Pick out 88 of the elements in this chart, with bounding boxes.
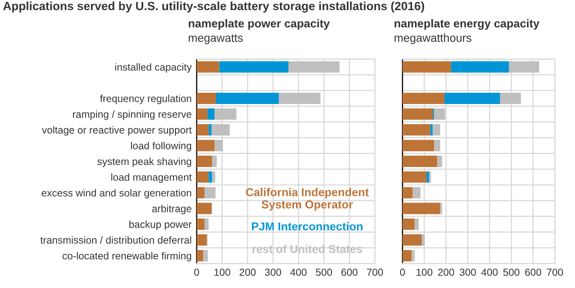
y-tick-label: load management — [111, 173, 192, 183]
x-tick-label: 400 — [481, 268, 498, 276]
bar — [402, 218, 415, 230]
bar — [196, 124, 209, 136]
x-tick-label: 300 — [460, 268, 476, 276]
bar — [196, 250, 204, 262]
bar — [500, 92, 521, 104]
chart-title: nameplate power capacity — [188, 19, 330, 30]
bar — [414, 218, 419, 230]
bar — [204, 218, 209, 230]
chart-subtitle: megawatthours — [394, 34, 472, 44]
bar — [444, 92, 500, 104]
bar — [196, 202, 212, 214]
x-tick-label: 400 — [290, 268, 307, 276]
bar — [212, 156, 217, 167]
bar — [432, 124, 440, 136]
bar — [212, 124, 230, 136]
bar — [196, 108, 208, 120]
bar — [196, 61, 220, 73]
x-tick-label: 500 — [316, 268, 332, 276]
y-tick-label: frequency regulation — [100, 94, 192, 104]
bar — [412, 187, 421, 198]
text: rest of United States — [252, 244, 362, 254]
bar — [196, 234, 207, 246]
bar — [208, 124, 212, 136]
y-tick-label: system peak shaving — [97, 158, 192, 168]
bar — [426, 171, 430, 183]
x-tick-label: 700 — [366, 268, 383, 276]
bar — [196, 92, 216, 104]
chart-title: nameplate energy capacity — [394, 19, 540, 30]
bar — [402, 140, 434, 152]
bar — [208, 108, 214, 120]
y-tick-label: transmission / distribution deferral — [40, 236, 192, 244]
bar — [204, 187, 216, 198]
x-tick-label: 600 — [341, 268, 358, 276]
x-tick-label: 200 — [438, 268, 454, 276]
bar — [437, 156, 442, 167]
bar — [212, 171, 216, 183]
bar — [402, 250, 412, 262]
x-tick-label: 100 — [214, 268, 230, 276]
x-tick-label: 100 — [416, 268, 432, 276]
y-tick-label: co-located renewable firming — [62, 252, 192, 262]
bar — [278, 92, 320, 104]
bar — [412, 250, 415, 262]
bar — [402, 108, 433, 120]
bar — [208, 171, 212, 183]
bar — [402, 92, 445, 104]
y-tick-label: excess wind and solar generation — [42, 189, 192, 199]
x-tick-label: 200 — [240, 268, 256, 276]
chart-subtitle: megawatts — [188, 34, 243, 44]
x-tick-label: 300 — [264, 268, 282, 276]
bar — [430, 124, 433, 136]
y-tick-label: voltage or reactive power support — [42, 126, 192, 136]
y-tick-label: backup power — [129, 220, 192, 230]
y-tick-label: installed capacity — [115, 63, 192, 73]
bar — [196, 218, 205, 230]
bar — [196, 140, 214, 152]
bar — [402, 61, 452, 73]
x-tick-label: 500 — [503, 268, 520, 276]
y-tick-label: ramping / spinning reserve — [73, 110, 192, 120]
text: Applications served by U.S. utility-scale battery storage installations (2016) — [3, 2, 424, 13]
y-tick-label: load following — [131, 142, 192, 152]
bar — [508, 61, 540, 73]
bar — [451, 61, 509, 73]
bar — [216, 92, 279, 104]
bar — [214, 140, 223, 152]
x-tick-label: 0 — [400, 268, 405, 276]
x-tick-label: 600 — [525, 268, 542, 276]
bar — [402, 234, 422, 246]
bar — [196, 171, 209, 183]
bar — [196, 187, 205, 198]
text: California Independent System Operator — [246, 188, 369, 211]
bar — [402, 156, 438, 167]
bar — [402, 171, 426, 183]
text: PJM Interconnection — [252, 222, 362, 230]
bar — [288, 61, 340, 73]
y-tick-label: arbitrage — [152, 204, 192, 214]
bar — [196, 156, 212, 167]
bar — [402, 202, 440, 214]
bar — [203, 250, 208, 262]
bar — [402, 124, 430, 136]
x-tick-label: 0 — [194, 268, 200, 276]
bar — [214, 108, 236, 120]
bar — [402, 187, 413, 198]
bar — [219, 61, 289, 73]
x-tick-label: 700 — [546, 268, 563, 276]
bar — [434, 108, 446, 120]
bar — [434, 140, 440, 152]
